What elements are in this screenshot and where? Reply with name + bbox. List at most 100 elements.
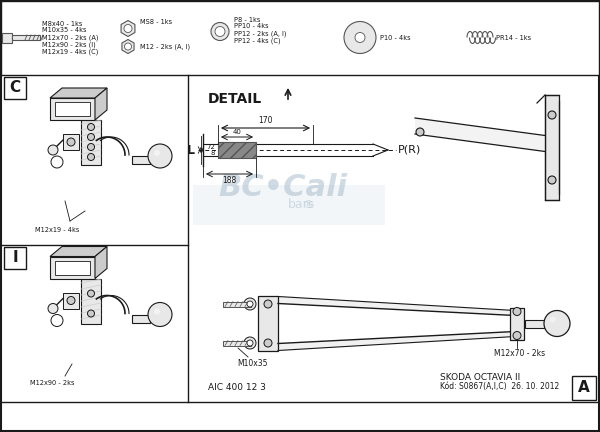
Circle shape: [244, 337, 256, 349]
Polygon shape: [50, 88, 107, 98]
Bar: [50, 98, 95, 120]
Circle shape: [548, 176, 556, 184]
Circle shape: [88, 290, 95, 297]
Bar: [258, 296, 278, 351]
Text: P(R): P(R): [398, 145, 421, 155]
Polygon shape: [122, 39, 134, 54]
Circle shape: [344, 22, 376, 54]
Bar: [193, 185, 385, 225]
Text: C: C: [10, 80, 20, 95]
Text: PP12 - 4ks (C): PP12 - 4ks (C): [234, 37, 281, 44]
Text: P8 - 1ks: P8 - 1ks: [234, 16, 260, 22]
Circle shape: [124, 25, 132, 32]
Text: A: A: [578, 381, 590, 396]
Bar: [218, 142, 256, 158]
Circle shape: [211, 22, 229, 41]
Circle shape: [154, 150, 160, 156]
Polygon shape: [95, 88, 107, 120]
Bar: [132, 314, 150, 323]
Circle shape: [264, 300, 272, 308]
Bar: [1, 1, 599, 75]
Text: ®: ®: [303, 200, 314, 210]
Circle shape: [154, 308, 160, 314]
Text: MS8 - 1ks: MS8 - 1ks: [140, 19, 172, 25]
Circle shape: [355, 32, 365, 42]
Text: M12x90 - 2ks: M12x90 - 2ks: [30, 380, 74, 386]
Polygon shape: [121, 20, 135, 36]
Circle shape: [244, 298, 256, 310]
Text: L: L: [187, 143, 195, 156]
Text: AIC 400 12 3: AIC 400 12 3: [208, 384, 266, 393]
Bar: [81, 279, 101, 324]
Circle shape: [416, 128, 424, 136]
Text: BC•Cali: BC•Cali: [218, 172, 347, 201]
Text: 170: 170: [258, 116, 273, 125]
Circle shape: [148, 302, 172, 327]
Circle shape: [247, 340, 253, 346]
Bar: [525, 320, 547, 327]
Circle shape: [67, 138, 75, 146]
Text: M10x35 - 4ks: M10x35 - 4ks: [42, 28, 86, 34]
Text: M8x40 - 1ks: M8x40 - 1ks: [42, 20, 82, 26]
Bar: [572, 376, 596, 400]
Bar: [132, 156, 150, 164]
Bar: [55, 260, 90, 274]
Bar: [510, 308, 524, 340]
Text: 72: 72: [206, 144, 215, 150]
Text: I: I: [12, 251, 18, 266]
Circle shape: [88, 124, 95, 130]
Text: M12 - 2ks (A, I): M12 - 2ks (A, I): [140, 43, 190, 50]
Polygon shape: [278, 331, 515, 350]
Circle shape: [67, 296, 75, 305]
Text: M12x70 - 2ks (A): M12x70 - 2ks (A): [42, 34, 98, 41]
Text: Kód: S0867(A,I,C)  26. 10. 2012: Kód: S0867(A,I,C) 26. 10. 2012: [440, 382, 559, 391]
Bar: [2, 32, 12, 42]
Text: PP10 - 4ks: PP10 - 4ks: [234, 23, 269, 29]
Bar: [223, 302, 251, 306]
Text: PP12 - 2ks (A, I): PP12 - 2ks (A, I): [234, 30, 287, 37]
Circle shape: [88, 143, 95, 150]
Text: bars: bars: [288, 198, 315, 212]
Text: M12x90 - 2ks (I): M12x90 - 2ks (I): [42, 41, 96, 48]
Text: DETAIL: DETAIL: [208, 92, 262, 106]
Circle shape: [215, 26, 225, 36]
Circle shape: [88, 153, 95, 161]
Bar: [63, 134, 79, 150]
Text: M12x19 - 4ks: M12x19 - 4ks: [35, 227, 79, 233]
Circle shape: [548, 111, 556, 119]
Circle shape: [48, 304, 58, 314]
Circle shape: [264, 339, 272, 347]
Bar: [4, 247, 26, 269]
Circle shape: [88, 310, 95, 317]
Bar: [81, 120, 101, 165]
Polygon shape: [278, 296, 515, 315]
Bar: [545, 95, 559, 200]
Text: M12x70 - 2ks: M12x70 - 2ks: [494, 349, 545, 359]
Text: 188: 188: [223, 176, 236, 185]
Text: 8: 8: [211, 150, 215, 156]
Text: M12x19 - 4ks (C): M12x19 - 4ks (C): [42, 48, 98, 55]
Text: PR14 - 1ks: PR14 - 1ks: [496, 35, 531, 41]
Circle shape: [125, 43, 131, 50]
Bar: [50, 257, 95, 279]
Circle shape: [88, 133, 95, 140]
Text: M10x35: M10x35: [238, 359, 268, 368]
Circle shape: [544, 311, 570, 337]
Polygon shape: [50, 247, 107, 257]
Polygon shape: [95, 247, 107, 279]
Circle shape: [513, 331, 521, 340]
Bar: [4, 77, 26, 99]
Circle shape: [513, 308, 521, 315]
Bar: [223, 340, 251, 346]
Text: P10 - 4ks: P10 - 4ks: [380, 35, 410, 41]
Circle shape: [550, 317, 556, 323]
Circle shape: [148, 144, 172, 168]
Text: 40: 40: [233, 129, 241, 135]
Bar: [63, 292, 79, 308]
Circle shape: [48, 145, 58, 155]
Bar: [55, 102, 90, 116]
Text: SKODA OCTAVIA II: SKODA OCTAVIA II: [440, 373, 520, 382]
Circle shape: [247, 301, 253, 307]
Bar: [12, 35, 40, 40]
Polygon shape: [415, 118, 545, 152]
